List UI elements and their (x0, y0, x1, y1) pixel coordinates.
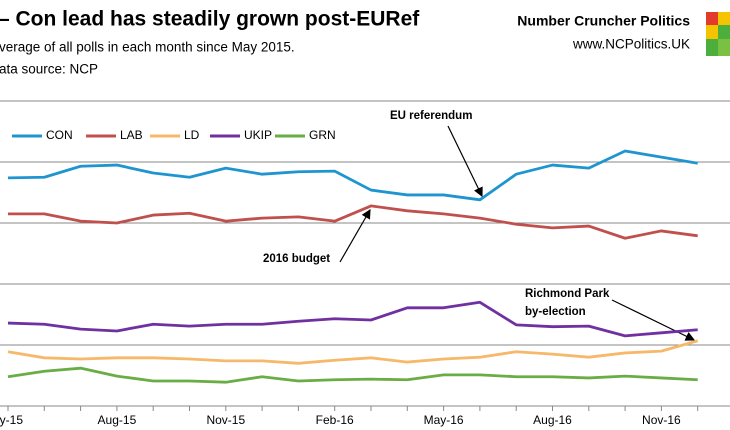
annotation: by-election (525, 306, 586, 318)
arrow (447, 125, 483, 198)
annotation: Richmond Park (525, 288, 610, 300)
series-line (7, 149, 698, 202)
x-tick-label: Aug-15 (98, 413, 137, 427)
chart-title: – Con lead has steadily grown post-EURef (0, 8, 420, 31)
legend-label: LD (184, 128, 200, 142)
logo (706, 12, 730, 56)
legend-label: UKIP (244, 128, 272, 142)
source: ata source: NCP (0, 62, 98, 77)
x-tick-label: May-16 (424, 413, 464, 427)
brand: Number Cruncher Politics (517, 13, 690, 29)
legend-label: CON (46, 128, 73, 142)
arrow (611, 299, 696, 341)
series-line (7, 300, 698, 338)
x-tick-label: Nov-15 (206, 413, 245, 427)
x-tick-label: Nov-16 (642, 413, 681, 427)
chart-subtitle: verage of all polls in each month since … (0, 40, 295, 55)
x-tick-label: Aug-16 (533, 413, 572, 427)
arrow (339, 208, 371, 263)
website: www.NCPolitics.UK (572, 37, 690, 52)
legend-label: LAB (120, 128, 143, 142)
series-line (7, 366, 698, 384)
legend-label: GRN (309, 128, 336, 142)
x-tick-label: Feb-16 (316, 413, 354, 427)
annotation: EU referendum (390, 110, 472, 122)
x-tick-label: ay-15 (0, 413, 23, 427)
series-line (7, 339, 699, 365)
annotation: 2016 budget (263, 253, 330, 265)
series-line (8, 204, 698, 240)
